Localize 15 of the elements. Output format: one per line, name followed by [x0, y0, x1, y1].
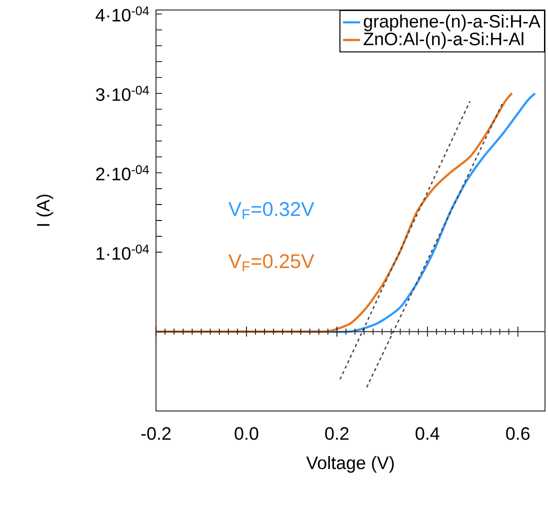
x-tick-label: 0.6	[506, 427, 530, 440]
y-axis-title: I (A)	[36, 194, 54, 226]
annotation: V$_{F}$=0.25V	[228, 254, 314, 272]
y-tick-label: 3·10$^{-04}$	[96, 86, 149, 101]
legend-label: ZnO:Al-(n)-a-Si:H-Al	[364, 32, 524, 49]
annotation: V$_{F}$=0.32V	[228, 202, 314, 220]
y-tick-label: 2·10$^{-04}$	[96, 165, 149, 180]
y-tick-label: 1·10$^{-04}$	[96, 244, 149, 260]
x-axis-title: Voltage (V)	[306, 456, 394, 473]
x-tick-label: -0.2	[141, 427, 171, 440]
y-tick-label: 4·10$^{-04}$	[96, 6, 149, 22]
x-tick-label: 0.0	[234, 427, 258, 440]
x-tick-label: 0.4	[416, 427, 440, 440]
x-tick-label: 0.2	[325, 427, 348, 440]
legend-label: graphene-(n)-a-Si:H-A	[364, 14, 540, 32]
